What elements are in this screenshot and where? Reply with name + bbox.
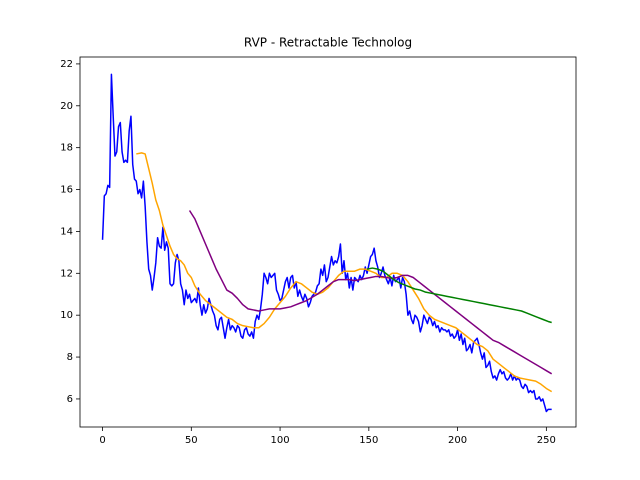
y-tick-label: 8 xyxy=(67,352,73,363)
series-line xyxy=(188,210,553,375)
y-tick-label: 22 xyxy=(60,59,73,70)
series-line xyxy=(136,152,553,393)
x-tick-label: 200 xyxy=(448,435,467,446)
x-tick-label: 250 xyxy=(537,435,556,446)
y-tick-label: 12 xyxy=(60,268,73,279)
x-tick-label: 0 xyxy=(99,435,105,446)
y-tick-label: 10 xyxy=(60,310,73,321)
y-tick-label: 18 xyxy=(60,143,73,154)
axes-frame xyxy=(79,56,577,428)
y-tick-label: 16 xyxy=(60,185,73,196)
series-line xyxy=(366,267,552,324)
series-line xyxy=(101,73,552,413)
x-tick-label: 150 xyxy=(359,435,378,446)
y-tick-label: 6 xyxy=(67,394,73,405)
chart-title: RVP - Retractable Technolog xyxy=(244,36,412,50)
x-tick-label: 50 xyxy=(185,435,198,446)
y-tick-label: 20 xyxy=(60,101,73,112)
y-tick-label: 14 xyxy=(60,226,73,237)
x-tick-label: 100 xyxy=(271,435,290,446)
